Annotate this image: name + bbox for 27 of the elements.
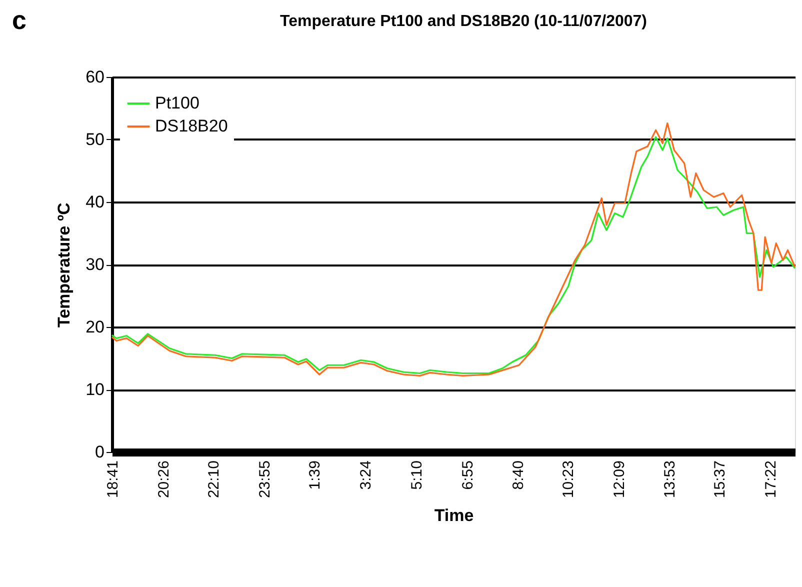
x-tick-label: 3:24 bbox=[357, 460, 374, 490]
y-tick-label: 30 bbox=[86, 255, 104, 274]
x-axis-title: Time bbox=[434, 506, 474, 526]
x-tick-label: 22:10 bbox=[206, 460, 223, 498]
y-tick-label: 60 bbox=[86, 68, 104, 86]
x-tick-label: 18:41 bbox=[104, 460, 122, 498]
legend-label: DS18B20 bbox=[155, 116, 228, 136]
x-tick-label: 8:40 bbox=[510, 460, 528, 490]
y-tick-label: 10 bbox=[86, 380, 104, 399]
legend-label: Pt100 bbox=[155, 94, 200, 112]
chart-title: Temperature Pt100 and DS18B20 (10-11/07/2007) bbox=[280, 13, 648, 30]
x-tick-label: 17:22 bbox=[762, 460, 780, 498]
x-tick-label: 1:39 bbox=[306, 460, 324, 490]
x-tick-label: 12:09 bbox=[611, 460, 628, 498]
x-tick-label: 20:26 bbox=[155, 460, 172, 498]
x-tick-label: 13:53 bbox=[661, 460, 678, 498]
x-tick-label: 23:55 bbox=[256, 460, 274, 498]
y-tick-label: 40 bbox=[86, 192, 104, 212]
x-tick-label: 15:37 bbox=[712, 460, 729, 498]
text: c bbox=[12, 5, 26, 35]
y-tick-label: 50 bbox=[86, 130, 104, 149]
x-tick-label: 5:10 bbox=[408, 460, 426, 490]
y-tick-label: 0 bbox=[95, 442, 104, 462]
y-tick-label: 20 bbox=[86, 318, 104, 336]
x-tick-label: 6:55 bbox=[459, 460, 476, 490]
y-axis-title: Temperature ºC bbox=[54, 202, 74, 328]
x-tick-label: 10:23 bbox=[560, 460, 577, 498]
